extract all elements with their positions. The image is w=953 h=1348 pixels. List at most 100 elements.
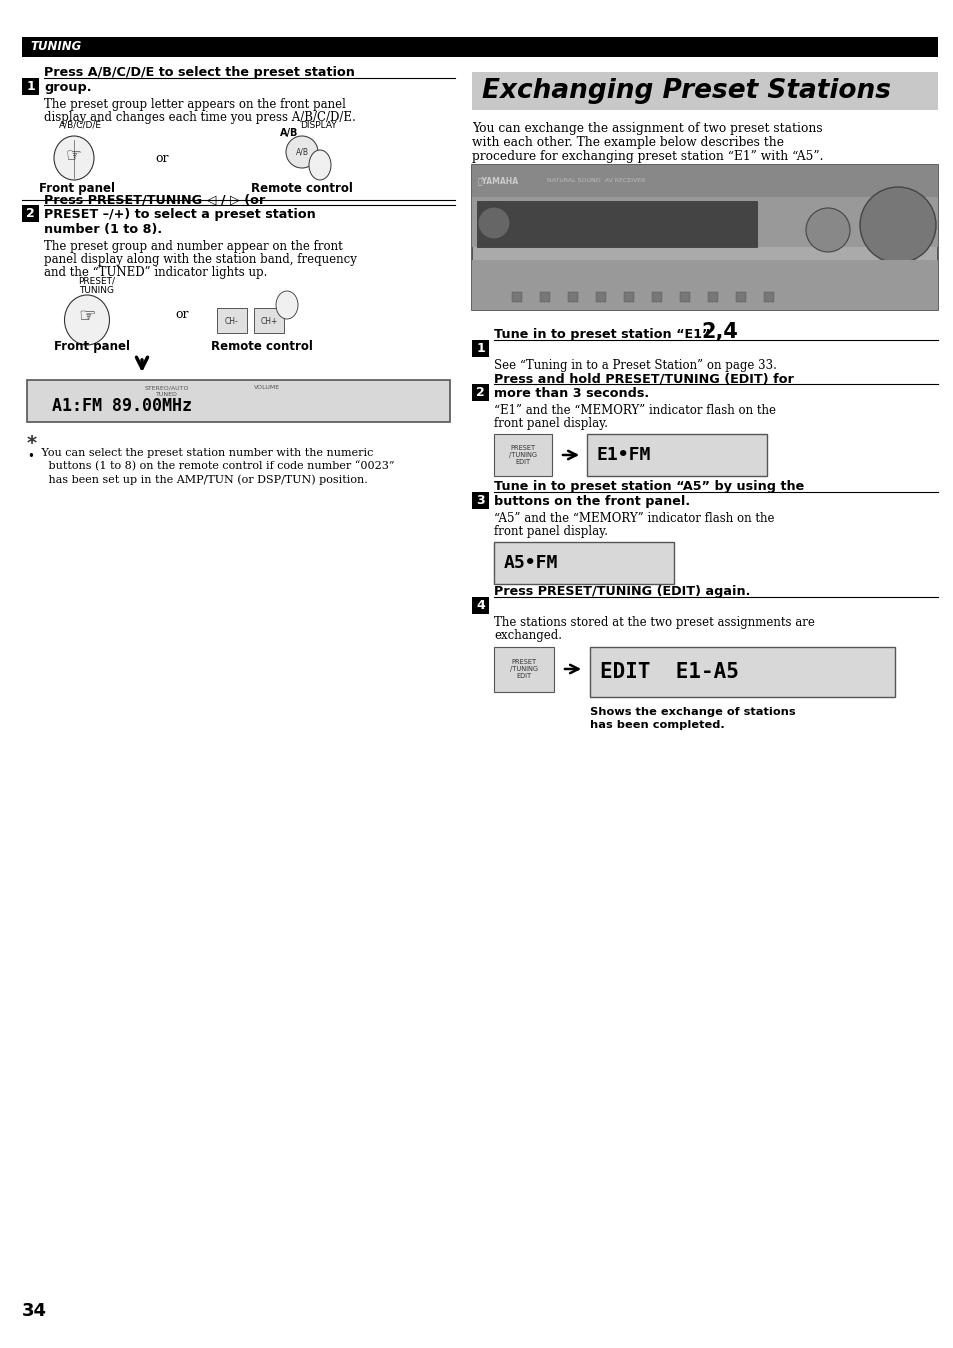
Text: “A5” and the “MEMORY” indicator flash on the: “A5” and the “MEMORY” indicator flash on… xyxy=(494,512,774,524)
Text: E1•FM: E1•FM xyxy=(597,446,651,464)
Bar xyxy=(472,164,937,310)
Text: or: or xyxy=(155,151,169,164)
Text: TUNING: TUNING xyxy=(79,286,114,295)
Text: buttons (1 to 8) on the remote control if code number “0023”: buttons (1 to 8) on the remote control i… xyxy=(38,461,395,472)
Text: 2,4: 2,4 xyxy=(700,322,738,342)
Bar xyxy=(22,205,39,222)
Bar xyxy=(596,293,605,302)
Text: A/B: A/B xyxy=(280,128,298,137)
Text: buttons on the front panel.: buttons on the front panel. xyxy=(494,495,689,508)
Text: See “Tuning in to a Preset Station” on page 33.: See “Tuning in to a Preset Station” on p… xyxy=(494,359,776,372)
Text: PRESET
/TUNING
EDIT: PRESET /TUNING EDIT xyxy=(510,659,537,679)
Circle shape xyxy=(859,187,935,263)
Bar xyxy=(494,542,673,584)
Text: A5•FM: A5•FM xyxy=(503,554,558,572)
Text: The preset group and number appear on the front: The preset group and number appear on th… xyxy=(44,240,342,253)
Ellipse shape xyxy=(309,150,331,181)
Text: 34: 34 xyxy=(22,1302,47,1320)
Text: 3: 3 xyxy=(476,493,484,507)
Bar xyxy=(735,293,745,302)
Text: has been completed.: has been completed. xyxy=(589,720,724,731)
Text: Press A/B/C/D/E to select the preset station: Press A/B/C/D/E to select the preset sta… xyxy=(44,66,355,80)
Text: Front panel: Front panel xyxy=(39,182,115,195)
Text: Tune in to preset station “E1”.: Tune in to preset station “E1”. xyxy=(494,328,715,341)
Text: The stations stored at the two preset assignments are: The stations stored at the two preset as… xyxy=(494,616,814,630)
Text: DISPLAY: DISPLAY xyxy=(299,121,336,129)
Text: TUNING: TUNING xyxy=(30,40,81,54)
Circle shape xyxy=(477,208,510,239)
Text: Press PRESET/TUNING (EDIT) again.: Press PRESET/TUNING (EDIT) again. xyxy=(494,585,750,599)
Bar xyxy=(623,293,634,302)
Bar xyxy=(22,36,937,57)
Bar xyxy=(472,340,489,357)
Text: Shows the exchange of stations: Shows the exchange of stations xyxy=(589,706,795,717)
Text: The preset group letter appears on the front panel: The preset group letter appears on the f… xyxy=(44,98,346,111)
Bar xyxy=(539,293,550,302)
Text: display and changes each time you press A/B/C/D/E.: display and changes each time you press … xyxy=(44,111,355,124)
Text: Remote control: Remote control xyxy=(211,340,313,353)
Text: “E1” and the “MEMORY” indicator flash on the: “E1” and the “MEMORY” indicator flash on… xyxy=(494,404,775,417)
Bar xyxy=(472,260,937,310)
Text: Tune in to preset station “A5” by using the: Tune in to preset station “A5” by using … xyxy=(494,480,803,493)
Text: Front panel: Front panel xyxy=(54,340,130,353)
Bar xyxy=(472,197,937,247)
Text: or: or xyxy=(175,309,189,322)
Text: number (1 to 8).: number (1 to 8). xyxy=(44,222,162,236)
Text: TUNED: TUNED xyxy=(156,392,178,398)
Text: with each other. The example below describes the: with each other. The example below descr… xyxy=(472,136,783,150)
Text: front panel display.: front panel display. xyxy=(494,417,607,430)
Bar xyxy=(476,204,757,245)
Text: A1:FM 89.00MHz: A1:FM 89.00MHz xyxy=(52,398,192,415)
Text: CH+: CH+ xyxy=(260,317,277,325)
Text: You can select the preset station number with the numeric: You can select the preset station number… xyxy=(38,448,373,458)
Text: PRESET
/TUNING
EDIT: PRESET /TUNING EDIT xyxy=(509,445,537,465)
Text: 1: 1 xyxy=(476,342,484,355)
Text: Remote control: Remote control xyxy=(251,182,353,195)
Circle shape xyxy=(286,136,317,168)
Text: *: * xyxy=(27,434,37,453)
Text: PRESET –/+) to select a preset station: PRESET –/+) to select a preset station xyxy=(44,208,315,221)
Bar xyxy=(253,307,284,333)
Ellipse shape xyxy=(54,136,94,181)
Text: ⒨YAMAHA: ⒨YAMAHA xyxy=(477,177,518,186)
Bar xyxy=(472,164,937,197)
Text: front panel display.: front panel display. xyxy=(494,524,607,538)
Text: 2: 2 xyxy=(26,208,35,220)
Text: EDIT  E1-A5: EDIT E1-A5 xyxy=(599,662,739,682)
Text: A/B/C/D/E: A/B/C/D/E xyxy=(58,121,101,129)
Text: Press and hold PRESET/TUNING (EDIT) for: Press and hold PRESET/TUNING (EDIT) for xyxy=(494,372,793,386)
Ellipse shape xyxy=(65,295,110,345)
Bar xyxy=(586,434,766,476)
Bar xyxy=(216,307,247,333)
Text: NATURAL SOUND  AV RECEIVER: NATURAL SOUND AV RECEIVER xyxy=(546,178,644,183)
Text: group.: group. xyxy=(44,81,91,94)
Text: 2: 2 xyxy=(476,386,484,399)
Bar xyxy=(512,293,521,302)
Text: PRESET/: PRESET/ xyxy=(78,276,115,284)
Text: 1: 1 xyxy=(26,80,35,93)
Bar xyxy=(567,293,578,302)
Bar xyxy=(707,293,718,302)
Text: Press PRESET/TUNING ◁ / ▷ (or: Press PRESET/TUNING ◁ / ▷ (or xyxy=(44,193,265,206)
Text: A/B: A/B xyxy=(295,147,308,156)
Bar xyxy=(651,293,661,302)
Bar xyxy=(472,71,937,111)
Text: Exchanging Preset Stations: Exchanging Preset Stations xyxy=(481,78,890,104)
Ellipse shape xyxy=(275,291,297,319)
Text: You can exchange the assignment of two preset stations: You can exchange the assignment of two p… xyxy=(472,123,821,135)
Text: panel display along with the station band, frequency: panel display along with the station ban… xyxy=(44,253,356,266)
Bar xyxy=(476,201,757,247)
Bar xyxy=(27,380,450,422)
Bar xyxy=(494,647,554,692)
Text: CH-: CH- xyxy=(225,317,238,325)
Text: ☞: ☞ xyxy=(78,307,95,326)
Bar xyxy=(679,293,689,302)
Text: procedure for exchanging preset station “E1” with “A5”.: procedure for exchanging preset station … xyxy=(472,150,822,163)
Text: 4: 4 xyxy=(476,599,484,612)
Text: more than 3 seconds.: more than 3 seconds. xyxy=(494,387,648,400)
Bar xyxy=(472,384,489,400)
Text: •: • xyxy=(27,450,34,462)
Bar xyxy=(589,647,894,697)
Text: STEREO/AUTO: STEREO/AUTO xyxy=(145,386,189,390)
Text: ☞: ☞ xyxy=(66,146,82,164)
